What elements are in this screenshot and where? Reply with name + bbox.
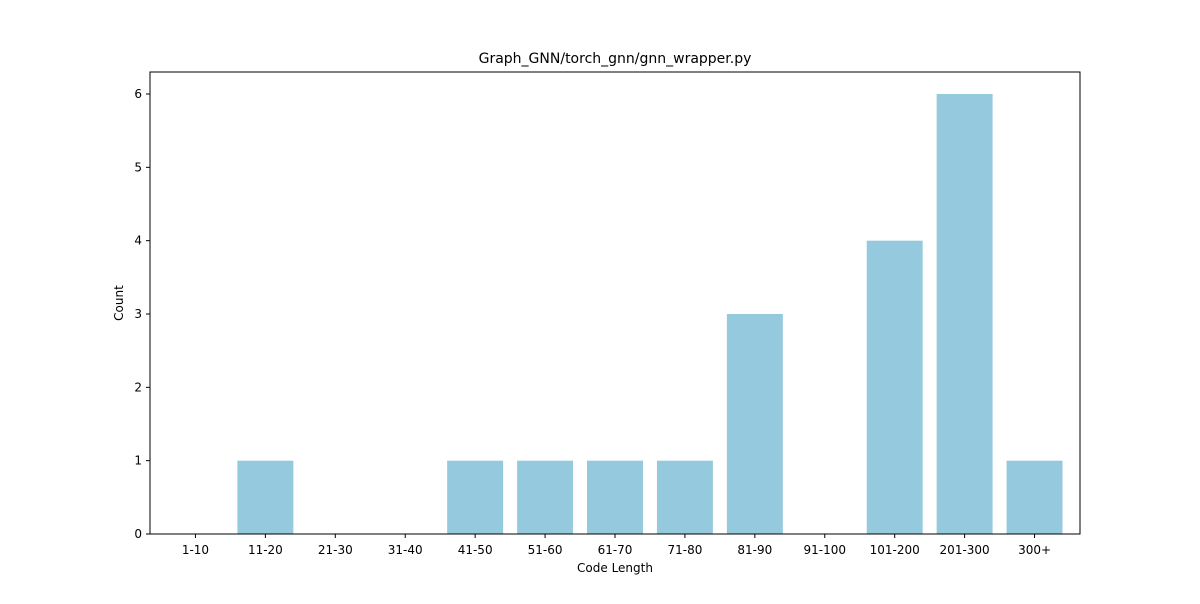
x-tick-label: 51-60 [528,543,563,557]
y-tick-label: 4 [134,234,142,248]
x-tick-label: 41-50 [458,543,493,557]
x-tick-label: 81-90 [737,543,772,557]
bar-11-20 [237,460,294,534]
bars-group [237,94,1063,534]
y-tick-label: 5 [134,160,142,174]
y-axis-label: Count [112,285,126,321]
x-tick-label: 31-40 [388,543,423,557]
bar-51-60 [517,460,574,534]
bar-41-50 [447,460,504,534]
x-tick-label: 61-70 [598,543,633,557]
bar-101-200 [866,240,923,534]
x-tick-label: 71-80 [667,543,702,557]
x-tick-label: 91-100 [804,543,847,557]
bar-71-80 [656,460,713,534]
x-tick-label: 201-300 [940,543,990,557]
bar-61-70 [587,460,643,534]
bar-201-300 [936,94,993,534]
y-axis-ticks: 0 1 2 3 4 5 6 [134,87,150,541]
bar-300+ [1006,460,1063,534]
x-tick-label: 300+ [1018,543,1051,557]
x-tick-label: 101-200 [870,543,920,557]
chart-title: Graph_GNN/torch_gnn/gnn_wrapper.py [479,51,752,67]
plot-frame [149,71,1081,535]
x-tick-label: 11-20 [248,543,283,557]
x-tick-label: 21-30 [318,543,353,557]
y-tick-label: 2 [134,380,142,394]
y-tick-label: 6 [134,87,142,101]
x-axis-label: Code Length [577,561,653,575]
y-tick-label: 0 [134,527,142,541]
y-tick-label: 1 [134,454,142,468]
x-axis-ticks: 1-10 11-20 21-30 31-40 41-50 51-60 61-70 71-80 8… [182,534,1051,557]
x-tick-label: 1-10 [182,543,209,557]
bar-81-90 [726,314,783,534]
y-tick-label: 3 [134,307,142,321]
